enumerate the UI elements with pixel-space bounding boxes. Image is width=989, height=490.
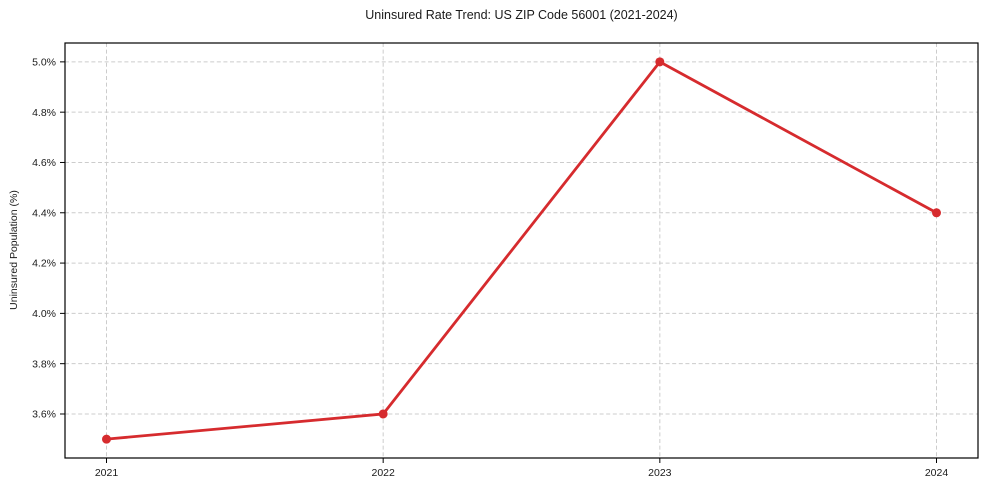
- x-tick-label: 2023: [648, 467, 672, 479]
- y-tick-label: 4.8%: [32, 107, 56, 119]
- data-point: [655, 57, 665, 67]
- y-tick-label: 3.8%: [32, 358, 56, 370]
- x-tick-label: 2021: [95, 467, 119, 479]
- y-tick-label: 5.0%: [32, 56, 56, 68]
- plot-frame: [64, 42, 979, 459]
- y-tick-label: 4.0%: [32, 308, 56, 320]
- y-tick-label: 3.6%: [32, 409, 56, 421]
- x-tick-label: 2024: [925, 467, 949, 479]
- y-tick-label: 4.2%: [32, 258, 56, 270]
- x-tick-label: 2022: [371, 467, 395, 479]
- trend-line: [105, 60, 938, 441]
- y-tick-label: 4.6%: [32, 157, 56, 169]
- data-point: [378, 409, 388, 419]
- data-point: [932, 208, 941, 218]
- data-point: [102, 434, 111, 444]
- chart-title: Uninsured Rate Trend: US ZIP Code 56001 …: [365, 8, 678, 22]
- y-tick-label: 4.4%: [32, 207, 56, 219]
